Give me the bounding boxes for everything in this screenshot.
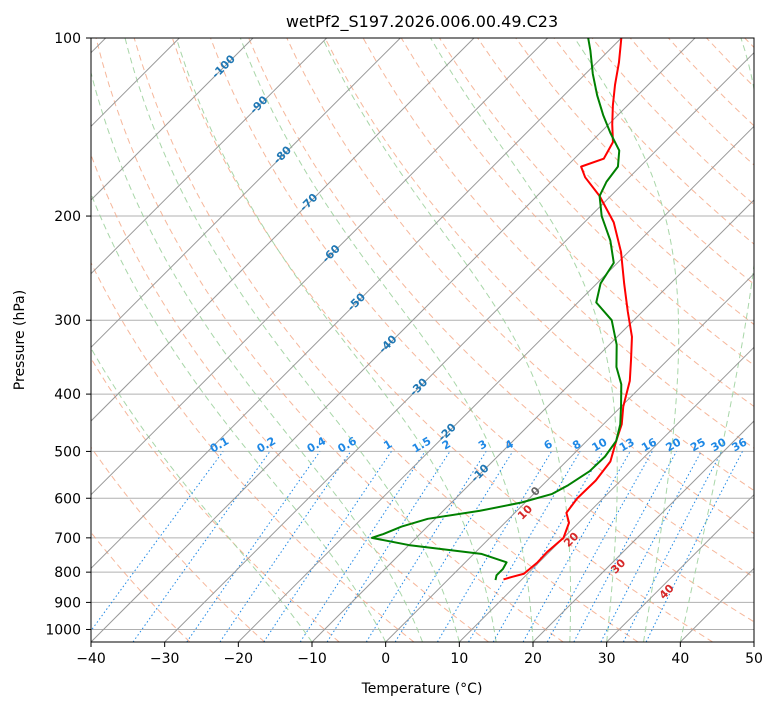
x-tick-label: −20 [224,651,254,667]
x-axis: −40 −30 −20 −10 0 10 20 30 40 50 [76,642,763,667]
isotherm-line [164,51,754,642]
y-tick-label: 300 [54,313,81,329]
y-tick-label: 700 [54,531,81,547]
isotherm-line [91,38,549,496]
isobar-grid [91,38,754,630]
isotherm-line [532,420,754,642]
moist-adiabat [430,38,618,642]
y-tick-label: 200 [54,209,81,225]
isotherm-line [91,38,622,570]
dry-adiabat [210,38,754,623]
y-axis: 1000 900 800 700 600 500 400 300 200 100 [45,31,91,638]
mixing-ratio-line [645,451,743,642]
y-tick-label: 1000 [45,622,81,638]
y-tick-label: 600 [54,491,81,507]
y-tick-label: 800 [54,565,81,581]
dewpoint-profile-line [370,38,623,581]
isotherm-line [237,125,754,642]
dry-adiabat [95,38,564,642]
mixing-ratio-line [91,451,224,632]
x-tick-label: −10 [297,651,327,667]
isotherm-line [606,493,754,642]
mixing-ratio-line [394,451,514,642]
mixing-ratio-line [522,451,631,642]
plot-area: -100-90-80-70-60-50-40-30-20-1000.1 0.2 0.… [91,38,754,642]
isotherm-line [91,38,401,349]
sounding-series [370,38,633,581]
x-tick-label: 50 [745,651,763,667]
x-tick-label: −40 [76,651,106,667]
x-tick-label: −30 [150,651,180,667]
dry-adiabats [91,38,754,642]
moist-adiabat [679,38,754,642]
dry-adiabat [477,38,754,326]
mixing-ratio-line [573,451,677,642]
mixing-ratio-line [219,451,352,642]
y-tick-label: 900 [54,595,81,611]
x-tick-label: 10 [450,651,468,667]
isotherm-line [91,38,254,201]
moist-adiabat [91,192,387,642]
x-tick-label: 20 [524,651,542,667]
dry-adiabat [171,38,713,642]
temperature-profile-line [503,38,633,581]
dry-adiabat [324,38,754,492]
y-tick-label: 500 [54,444,81,460]
isotherm-line [385,272,754,642]
chart-title: wetPf2_S197.2026.006.00.49.C23 [286,12,558,32]
dry-adiabat [286,38,754,535]
x-tick-label: 0 [381,651,390,667]
dry-adiabat [91,261,415,642]
mixing-ratio-line [622,451,723,642]
y-axis-label: Pressure (hPa) [12,290,28,390]
moist-adiabat [91,70,423,642]
isotherm-line [91,38,475,422]
moist-adiabat [574,38,680,642]
mixing-ratio-line [299,451,426,642]
mixing-ratio-line [263,451,392,642]
plot-frame [90,37,755,643]
x-tick-label: 30 [598,651,616,667]
dry-adiabat [133,38,639,642]
isotherm-line [91,38,696,642]
dry-adiabat [515,38,754,285]
moist-adiabat [239,38,534,642]
mixing-ratio-line [546,451,653,642]
x-axis-label: Temperature (°C) [361,681,483,697]
x-tick-label: 40 [671,651,689,667]
y-tick-label: 400 [54,387,81,403]
y-tick-label: 100 [54,31,81,47]
moist-adiabat [175,38,497,642]
isotherm-line [91,38,328,275]
moist-adiabat [124,38,460,642]
dry-adiabat [91,357,340,642]
mixing-ratio-line [326,451,451,642]
dry-adiabat [91,446,265,642]
mixing-ratio-line [186,451,321,642]
mixing-ratio-lines [91,451,743,642]
dry-adiabat [248,38,754,578]
isotherm-line [311,199,754,642]
